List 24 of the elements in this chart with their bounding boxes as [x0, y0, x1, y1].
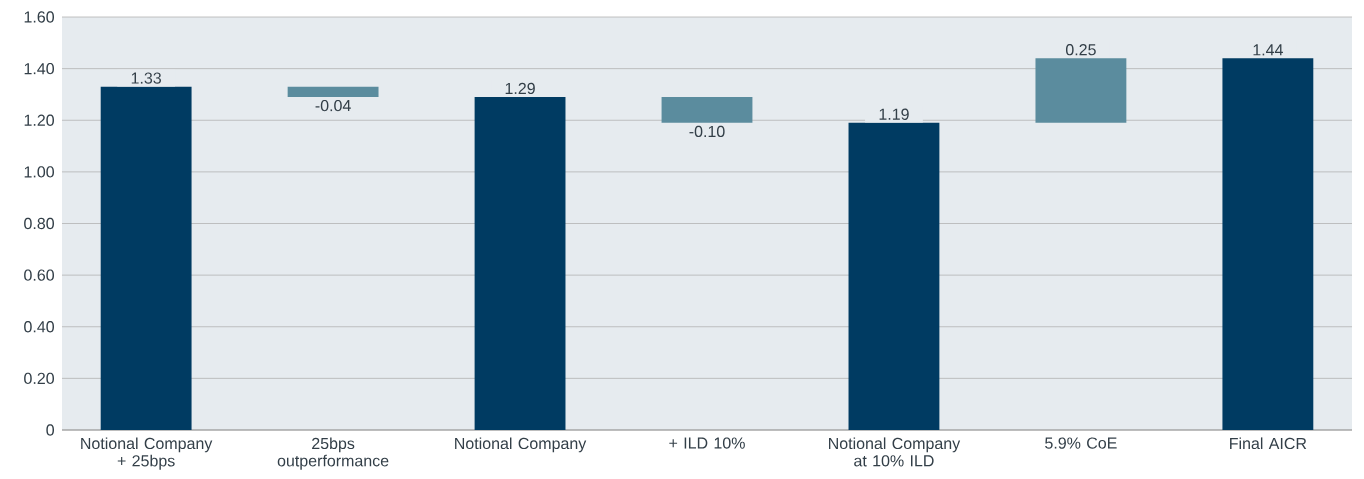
- y-tick-label: 0.20: [24, 372, 54, 385]
- x-tick-label: + ILD 10%: [669, 437, 745, 449]
- y-tick-label: 0.40: [24, 321, 54, 333]
- y-tick-label: 1.00: [24, 166, 54, 178]
- data-label: 1.33: [131, 72, 161, 84]
- y-tick-label: 0: [46, 424, 55, 436]
- x-tick-label: Notional Company + 25bps: [81, 437, 213, 470]
- bar: [100, 86, 192, 430]
- y-tick-label: 1.60: [24, 11, 54, 23]
- y-tick-label: 0.60: [24, 269, 54, 281]
- x-tick-label: Final AICR: [1230, 437, 1307, 450]
- x-tick-label: 25bps outperformance: [277, 437, 389, 470]
- data-label: 1.19: [879, 108, 909, 120]
- y-tick-label: 0.80: [24, 217, 54, 230]
- data-label: -0.04: [315, 99, 351, 112]
- y-tick-label: 1.20: [24, 114, 54, 126]
- x-tick-label: Notional Company: [455, 437, 587, 453]
- data-label: -0.10: [689, 125, 725, 138]
- x-tick-label: 5.9% CoE: [1045, 437, 1117, 449]
- x-tick-label: Notional Company at 10% ILD: [829, 437, 961, 467]
- data-label: 1.29: [505, 82, 535, 95]
- data-label: 1.44: [1253, 44, 1283, 56]
- y-tick-label: 1.40: [24, 62, 54, 75]
- data-label: 0.25: [1065, 44, 1096, 56]
